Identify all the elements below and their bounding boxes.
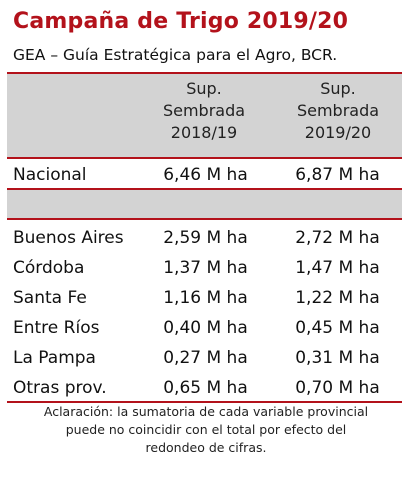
cell-2018-19: 0,40 M ha	[163, 318, 248, 338]
row-label: Santa Fe	[13, 288, 87, 308]
table-row: Córdoba 1,37 M ha 1,47 M ha	[0, 256, 412, 284]
column-header-line: Sembrada	[296, 101, 380, 120]
table-row: Otras prov. 0,65 M ha 0,70 M ha	[0, 376, 412, 404]
column-header-band	[7, 74, 402, 158]
column-header-line: Sembrada	[162, 101, 246, 120]
column-header-line: 2019/20	[304, 123, 372, 142]
row-label: Otras prov.	[13, 378, 107, 398]
divider-rule	[7, 188, 402, 190]
column-header-line: Sup.	[320, 79, 356, 98]
cell-2019-20: 0,45 M ha	[295, 318, 380, 338]
cell-2018-19: 0,27 M ha	[163, 348, 248, 368]
cell-2019-20: 6,87 M ha	[295, 165, 380, 185]
cell-2019-20: 0,70 M ha	[295, 378, 380, 398]
row-label: La Pampa	[13, 348, 96, 368]
divider-rule	[7, 218, 402, 220]
row-label: Entre Ríos	[13, 318, 100, 338]
divider-rule	[7, 157, 402, 159]
cell-2018-19: 0,65 M ha	[163, 378, 248, 398]
table-row: Buenos Aires 2,59 M ha 2,72 M ha	[0, 226, 412, 254]
page-title: Campaña de Trigo 2019/20	[13, 9, 349, 34]
cell-2018-19: 1,16 M ha	[163, 288, 248, 308]
footnote: Aclaración: la sumatoria de cada variabl…	[10, 403, 402, 457]
row-label: Buenos Aires	[13, 228, 124, 248]
cell-2018-19: 6,46 M ha	[163, 165, 248, 185]
table-row: Santa Fe 1,16 M ha 1,22 M ha	[0, 286, 412, 314]
table-row: La Pampa 0,27 M ha 0,31 M ha	[0, 346, 412, 374]
cell-2019-20: 2,72 M ha	[295, 228, 380, 248]
cell-2018-19: 2,59 M ha	[163, 228, 248, 248]
footnote-line: Aclaración: la sumatoria de cada variabl…	[43, 404, 369, 419]
cell-2019-20: 0,31 M ha	[295, 348, 380, 368]
footnote-line: puede no coincidir con el total por efec…	[65, 422, 347, 437]
table-row-nacional: Nacional 6,46 M ha 6,87 M ha	[0, 163, 412, 191]
cell-2019-20: 1,47 M ha	[295, 258, 380, 278]
footer-rule	[7, 401, 402, 403]
column-header-line: Sup.	[186, 79, 222, 98]
cell-2019-20: 1,22 M ha	[295, 288, 380, 308]
page-subtitle: GEA – Guía Estratégica para el Agro, BCR…	[13, 46, 338, 64]
separator-band	[7, 190, 402, 218]
row-label: Córdoba	[13, 258, 85, 278]
column-header-line: 2018/19	[170, 123, 238, 142]
header-top-rule	[7, 72, 402, 74]
cell-2018-19: 1,37 M ha	[163, 258, 248, 278]
footnote-line: redondeo de cifras.	[145, 440, 267, 455]
column-header-2019-20: Sup. Sembrada 2019/20	[278, 78, 398, 144]
column-header-2018-19: Sup. Sembrada 2018/19	[144, 78, 264, 144]
table-row: Entre Ríos 0,40 M ha 0,45 M ha	[0, 316, 412, 344]
row-label: Nacional	[13, 165, 87, 185]
